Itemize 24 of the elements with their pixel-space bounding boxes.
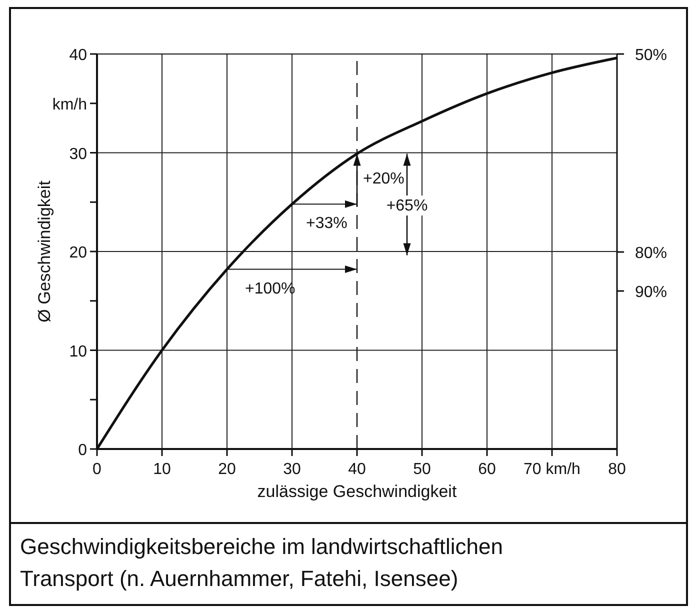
x-axis-title: zulässige Geschwindigkeit <box>257 482 457 501</box>
y-tick-label: 30 <box>69 146 88 163</box>
y-tick-label: 0 <box>78 442 88 459</box>
annotation: +65% <box>386 198 428 215</box>
annotation: +33% <box>306 215 348 232</box>
annotation: +20% <box>363 170 404 188</box>
x-tick-label: 20 <box>218 461 236 478</box>
x-tick-label: 10 <box>153 461 171 478</box>
x-tick-label: 60 <box>478 461 496 478</box>
text: 90% <box>635 284 668 301</box>
y-axis-title: Ø Geschwindigkeit <box>35 180 54 322</box>
x-tick-label: 0 <box>92 461 102 478</box>
x-tick-label: 40 <box>348 461 366 478</box>
x-tick-label: 70 km/h <box>524 461 580 478</box>
y-tick-label: 10 <box>69 343 88 360</box>
y-tick-label: 20 <box>69 244 88 262</box>
y-tick-label: 40 <box>69 47 88 64</box>
x-tick-label: 30 <box>283 461 301 478</box>
x-tick-label: 50 <box>413 461 431 478</box>
text: Geschwindigkeitsbereiche im landwirtschaftlichen Transport (n. Auernhammer, Fatehi, Isensee) <box>20 534 504 591</box>
text: 50% <box>635 47 668 64</box>
text: 80% <box>635 245 668 262</box>
x-tick-label: 80 <box>608 461 626 478</box>
y-tick-label: km/h <box>52 96 87 114</box>
